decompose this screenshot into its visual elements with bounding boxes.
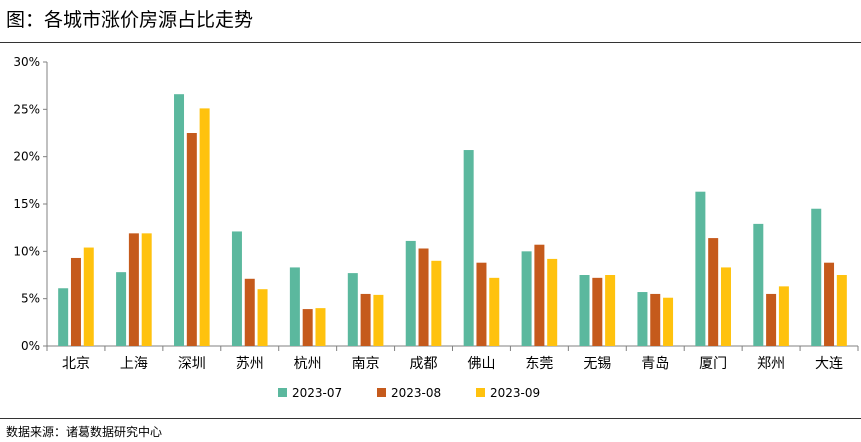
y-tick-label: 10% bbox=[13, 244, 40, 258]
x-axis: 北京 上海 深圳 苏州 杭州 南京 成都 佛山 东莞 无锡 青岛 厦门 郑州 大连 bbox=[46, 345, 859, 372]
x-tick-label: 成都 bbox=[410, 356, 438, 372]
x-tick-label: 深圳 bbox=[178, 356, 206, 372]
x-tick-label: 北京 bbox=[62, 356, 90, 372]
bars bbox=[58, 94, 847, 347]
bar-2023-08-无锡 bbox=[592, 277, 603, 346]
bar-2023-09-郑州 bbox=[778, 286, 789, 346]
bar-2023-09-南京 bbox=[373, 294, 384, 346]
bar-2023-07-成都 bbox=[405, 240, 416, 346]
bar-2023-07-苏州 bbox=[231, 231, 242, 346]
y-tick-label: 5% bbox=[21, 292, 40, 306]
y-tick-label: 0% bbox=[21, 339, 40, 353]
bar-2023-09-杭州 bbox=[315, 308, 326, 346]
source-divider bbox=[0, 418, 861, 419]
bar-2023-09-无锡 bbox=[605, 275, 616, 346]
x-tick-label: 厦门 bbox=[699, 356, 727, 372]
x-tick-label: 东莞 bbox=[525, 356, 553, 372]
bar-2023-07-南京 bbox=[347, 273, 358, 346]
bar-2023-09-深圳 bbox=[199, 108, 210, 347]
bar-2023-07-佛山 bbox=[463, 150, 474, 346]
y-tick-label: 15% bbox=[13, 197, 40, 211]
bar-2023-09-成都 bbox=[431, 260, 442, 346]
bar-2023-08-深圳 bbox=[186, 133, 197, 346]
y-tick-label: 25% bbox=[13, 102, 40, 116]
source-note: 数据来源：诸葛数据研究中心 bbox=[6, 425, 163, 439]
bar-chart: 0% 5% 10% 15% 20% 25% 30% 北京 上海 深圳 苏州 杭州 南京 成都 佛山 东莞 无锡… bbox=[13, 55, 859, 400]
bar-2023-07-青岛 bbox=[637, 292, 648, 346]
bar-2023-07-上海 bbox=[116, 272, 127, 346]
bar-2023-09-北京 bbox=[83, 247, 94, 346]
bar-2023-08-厦门 bbox=[708, 238, 719, 346]
bar-2023-08-杭州 bbox=[302, 309, 313, 346]
x-tick-label: 苏州 bbox=[236, 356, 264, 372]
bar-2023-08-上海 bbox=[128, 233, 139, 346]
x-tick-label: 郑州 bbox=[757, 356, 785, 372]
bar-2023-08-苏州 bbox=[244, 278, 255, 346]
bar-2023-08-南京 bbox=[360, 293, 371, 346]
bar-2023-07-东莞 bbox=[521, 251, 532, 346]
y-tick-label: 30% bbox=[13, 55, 40, 69]
bar-2023-07-大连 bbox=[811, 208, 822, 346]
legend-swatch-2023-07 bbox=[278, 388, 287, 397]
x-tick-label: 大连 bbox=[815, 356, 843, 372]
bar-2023-09-上海 bbox=[141, 233, 152, 346]
legend-label: 2023-08 bbox=[391, 386, 441, 400]
legend-label: 2023-07 bbox=[292, 386, 342, 400]
x-tick-label: 杭州 bbox=[294, 356, 322, 372]
bar-2023-08-成都 bbox=[418, 248, 429, 346]
bar-2023-09-大连 bbox=[836, 275, 847, 346]
bar-2023-07-厦门 bbox=[695, 191, 706, 346]
bar-2023-08-东莞 bbox=[534, 244, 545, 346]
bar-2023-07-杭州 bbox=[289, 267, 300, 346]
x-tick-label: 无锡 bbox=[583, 356, 611, 372]
bar-2023-07-北京 bbox=[58, 288, 69, 346]
x-tick-label: 上海 bbox=[120, 356, 148, 372]
chart-title: 图：各城市涨价房源占比走势 bbox=[6, 9, 254, 31]
x-tick-label: 南京 bbox=[352, 356, 380, 372]
bar-2023-07-深圳 bbox=[174, 94, 185, 346]
bar-2023-09-青岛 bbox=[663, 297, 674, 346]
legend-swatch-2023-09 bbox=[476, 388, 485, 397]
bar-2023-08-郑州 bbox=[766, 293, 777, 346]
bar-2023-09-佛山 bbox=[489, 277, 500, 346]
legend: 2023-07 2023-08 2023-09 bbox=[278, 386, 540, 400]
y-tick-label: 20% bbox=[13, 150, 40, 164]
x-tick-label: 青岛 bbox=[641, 356, 669, 372]
bar-2023-09-苏州 bbox=[257, 289, 268, 346]
bar-2023-09-东莞 bbox=[547, 258, 558, 346]
legend-label: 2023-09 bbox=[490, 386, 540, 400]
bar-2023-07-无锡 bbox=[579, 275, 590, 346]
bar-2023-08-青岛 bbox=[650, 293, 661, 346]
legend-swatch-2023-08 bbox=[377, 388, 386, 397]
bar-2023-09-厦门 bbox=[720, 267, 731, 346]
title-divider bbox=[0, 42, 861, 43]
x-tick-label: 佛山 bbox=[467, 356, 495, 372]
bar-2023-08-大连 bbox=[824, 262, 835, 346]
bar-2023-08-北京 bbox=[70, 257, 81, 346]
y-axis: 0% 5% 10% 15% 20% 25% 30% bbox=[13, 55, 48, 353]
bar-2023-08-佛山 bbox=[476, 262, 487, 346]
bar-2023-07-郑州 bbox=[753, 223, 764, 346]
